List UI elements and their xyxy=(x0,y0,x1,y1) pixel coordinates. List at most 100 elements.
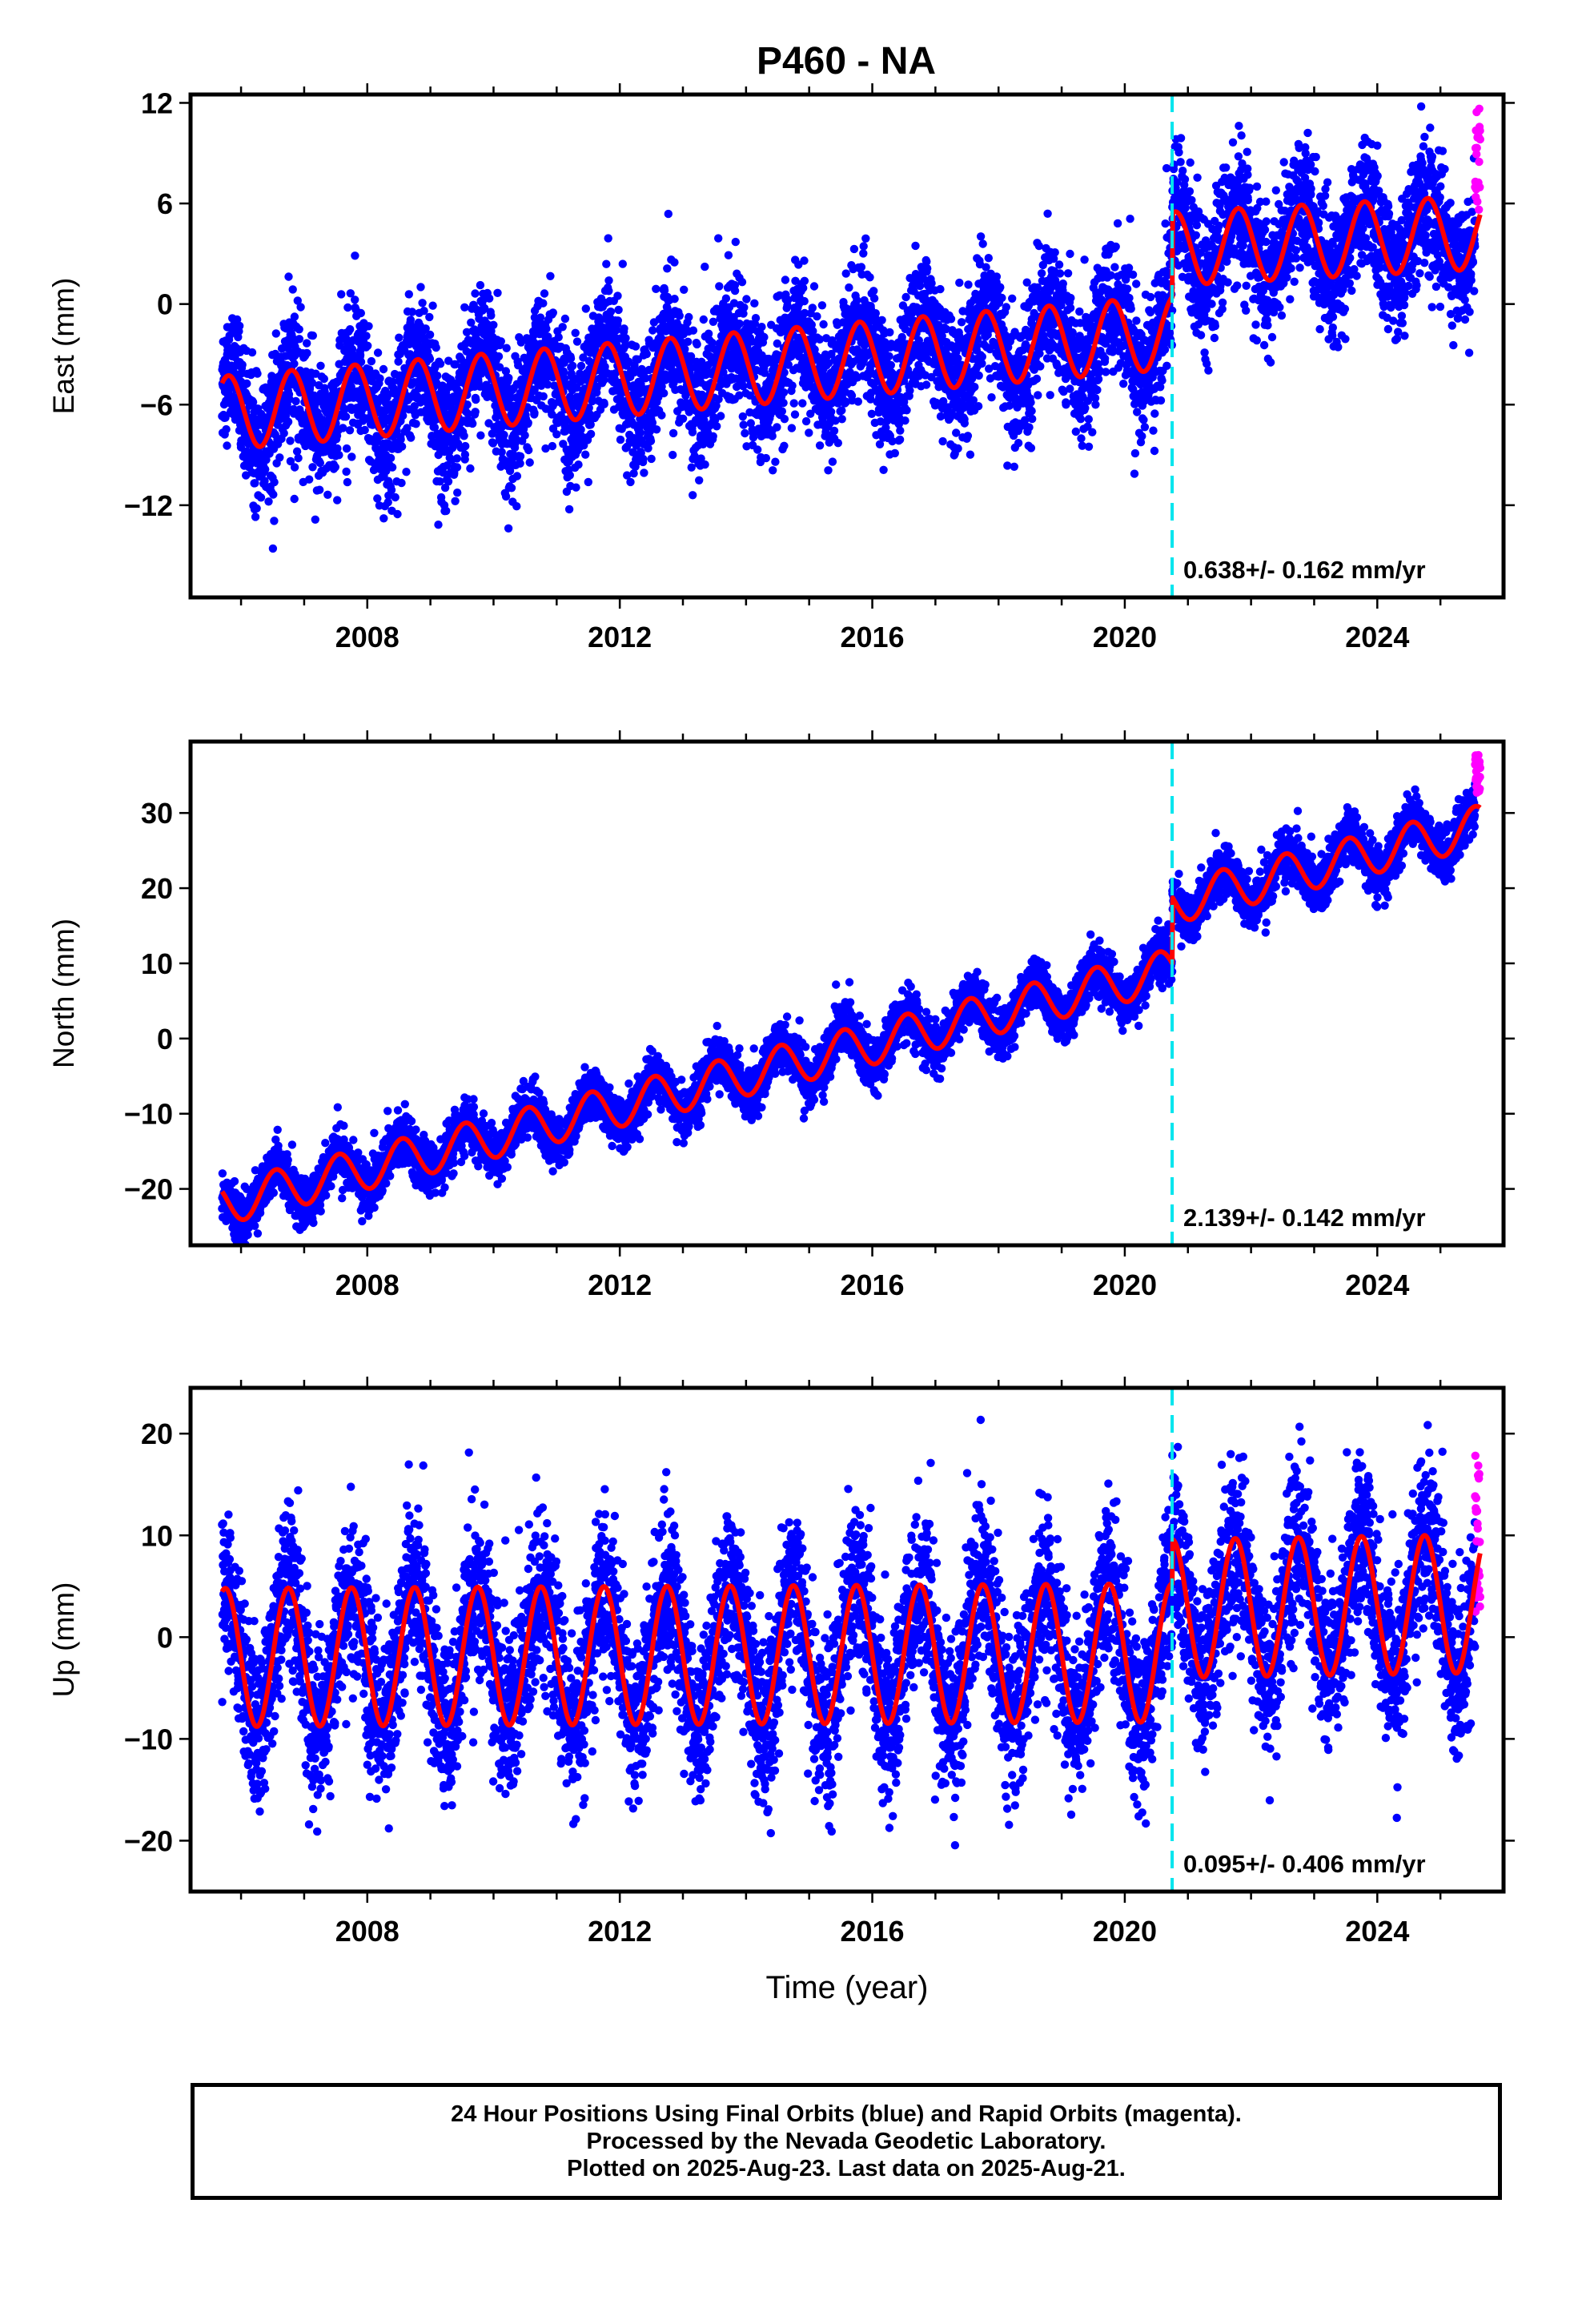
final-orbit-point xyxy=(761,453,770,463)
final-orbit-point xyxy=(397,442,407,451)
final-orbit-point xyxy=(425,354,435,364)
final-orbit-point xyxy=(516,459,524,468)
final-orbit-point xyxy=(978,239,987,248)
final-orbit-point xyxy=(542,324,551,333)
final-orbit-point xyxy=(688,428,697,436)
final-orbit-point xyxy=(252,504,261,513)
final-orbit-point xyxy=(715,282,724,291)
final-orbit-point xyxy=(781,275,790,284)
final-orbit-point xyxy=(779,388,789,397)
final-orbit-point xyxy=(701,460,709,469)
final-orbit-point xyxy=(355,351,365,360)
final-orbit-point xyxy=(946,315,956,324)
final-orbit-point xyxy=(568,361,577,370)
final-orbit-point xyxy=(571,328,580,337)
final-orbit-point xyxy=(433,372,442,380)
final-orbit-point xyxy=(813,312,821,321)
final-orbit-point xyxy=(717,412,725,420)
final-orbit-point xyxy=(652,284,661,293)
final-orbit-point xyxy=(780,415,789,424)
final-orbit-point xyxy=(341,412,351,421)
final-orbit-point xyxy=(572,483,580,492)
final-orbit-point xyxy=(1010,462,1019,471)
final-orbit-point xyxy=(1050,248,1059,257)
final-orbit-point xyxy=(452,454,461,463)
final-orbit-point xyxy=(800,256,809,265)
final-orbit-point xyxy=(305,475,314,484)
final-orbit-point xyxy=(247,348,257,357)
final-orbit-point xyxy=(915,281,925,291)
final-orbit-point xyxy=(642,349,651,359)
final-orbit-point xyxy=(1027,407,1036,416)
final-orbit-point xyxy=(788,381,797,390)
final-orbit-point xyxy=(780,441,789,450)
final-orbit-point xyxy=(837,415,846,424)
final-orbit-point xyxy=(408,308,417,316)
final-orbit-point xyxy=(471,289,480,298)
final-orbit-point xyxy=(713,422,721,431)
final-orbit-point xyxy=(342,444,351,453)
final-orbit-point xyxy=(869,287,878,296)
final-orbit-point xyxy=(264,497,273,506)
final-orbit-point xyxy=(600,400,608,408)
final-orbit-point xyxy=(430,423,440,432)
final-orbit-point xyxy=(1076,415,1086,424)
final-orbit-point xyxy=(269,490,278,499)
final-orbit-point xyxy=(714,234,723,243)
final-orbit-point xyxy=(826,408,836,416)
final-orbit-point xyxy=(335,451,343,460)
final-orbit-point xyxy=(787,424,797,432)
final-orbit-point xyxy=(233,315,242,324)
final-orbit-point xyxy=(552,430,561,439)
final-orbit-point xyxy=(869,294,879,303)
final-orbit-point xyxy=(494,352,504,361)
final-orbit-point xyxy=(938,436,947,446)
final-orbit-point xyxy=(253,369,262,378)
final-orbit-point xyxy=(539,392,548,401)
final-orbit-point xyxy=(360,425,369,435)
final-orbit-point xyxy=(740,303,749,312)
final-orbit-point xyxy=(742,295,751,304)
final-orbit-point xyxy=(493,288,502,297)
final-orbit-point xyxy=(319,374,328,384)
final-orbit-point xyxy=(639,454,648,464)
final-orbit-point xyxy=(721,294,731,303)
final-orbit-point xyxy=(819,320,828,329)
final-orbit-point xyxy=(664,209,673,219)
final-orbit-point xyxy=(335,336,344,344)
final-orbit-point xyxy=(388,377,397,386)
final-orbit-point xyxy=(824,466,833,475)
final-orbit-point xyxy=(606,308,616,316)
final-orbit-point xyxy=(356,357,366,367)
final-orbit-point xyxy=(604,287,613,296)
final-orbit-point xyxy=(1055,269,1065,278)
final-orbit-point xyxy=(268,544,278,553)
final-orbit-point xyxy=(974,371,983,380)
final-orbit-point xyxy=(751,314,761,323)
final-orbit-point xyxy=(923,264,932,273)
final-orbit-point xyxy=(303,348,311,358)
final-orbit-point xyxy=(501,492,511,501)
final-orbit-point xyxy=(367,356,376,366)
final-orbit-point xyxy=(701,262,709,271)
final-orbit-point xyxy=(442,506,451,516)
final-orbit-point xyxy=(291,396,300,406)
final-orbit-point xyxy=(235,321,244,331)
final-orbit-point xyxy=(737,278,747,287)
final-orbit-point xyxy=(461,441,470,451)
final-orbit-point xyxy=(548,308,557,317)
final-orbit-point xyxy=(859,242,868,251)
final-orbit-point xyxy=(362,332,371,340)
final-orbit-point xyxy=(741,428,749,438)
final-orbit-point xyxy=(485,294,494,303)
final-orbit-point xyxy=(957,318,966,327)
final-orbit-point xyxy=(351,296,359,304)
final-orbit-point xyxy=(290,494,299,504)
final-orbit-point xyxy=(293,296,302,305)
figure-title: P460 - NA xyxy=(757,40,936,82)
final-orbit-point xyxy=(460,450,470,459)
final-orbit-point xyxy=(412,420,420,428)
final-orbit-point xyxy=(845,283,853,292)
final-orbit-point xyxy=(689,491,697,500)
